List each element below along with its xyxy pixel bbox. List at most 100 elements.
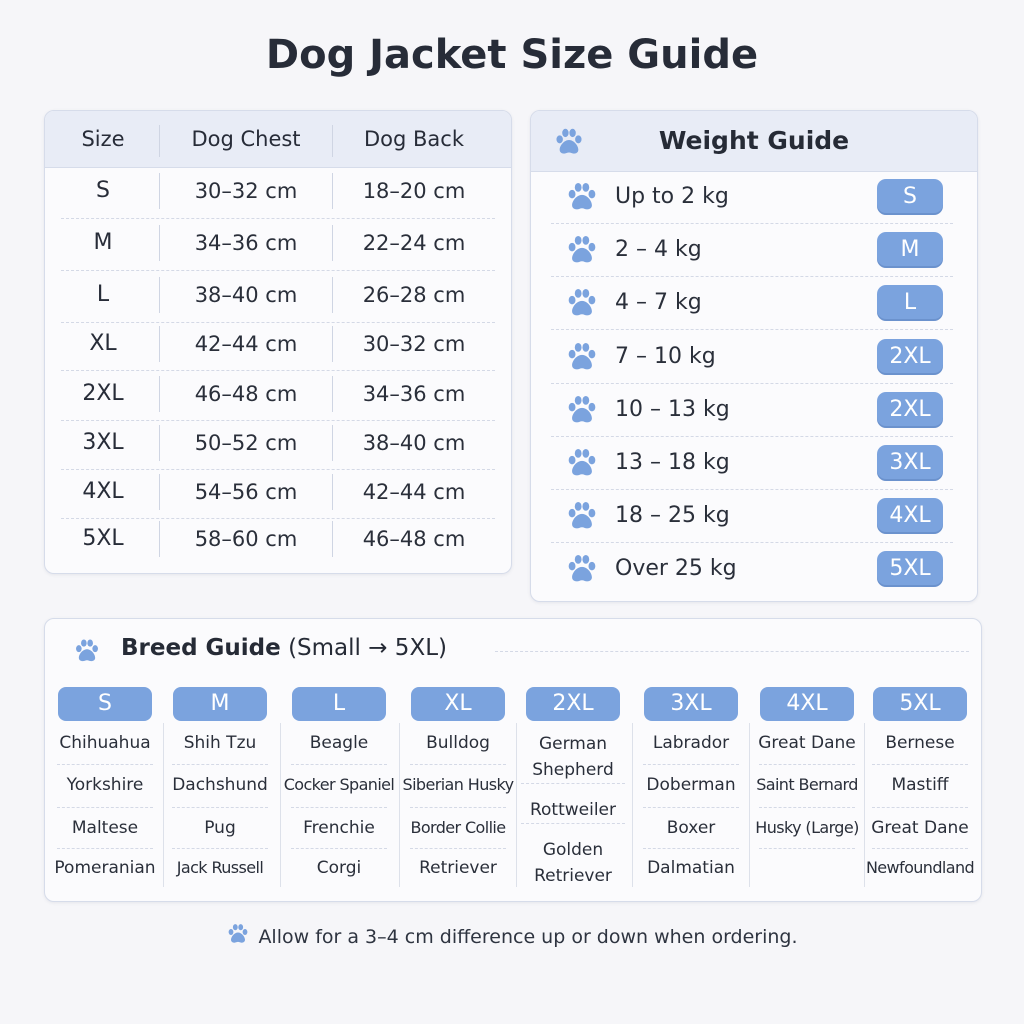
row-divider — [410, 807, 506, 808]
breed-name: Corgi — [316, 858, 362, 878]
size-label: XL — [89, 331, 117, 356]
back-value: 34–36 cm — [362, 382, 466, 406]
row-divider — [551, 383, 953, 384]
breed-guide: Breed Guide (Small → 5XL) S Chihuahua York… — [44, 618, 982, 902]
weight-range: Up to 2 kg — [615, 184, 729, 209]
row-divider — [172, 848, 268, 849]
row-divider — [551, 329, 953, 330]
size-table: Size Dog Chest Dog Back S 30–32 cm 18–20 cm M… — [44, 110, 512, 574]
breed-size-badge: 2XL — [526, 687, 620, 721]
paw-icon — [565, 340, 599, 378]
row-divider — [872, 764, 968, 765]
row-divider — [61, 270, 495, 271]
row-divider — [551, 489, 953, 490]
breed-name: Shih Tzu — [183, 733, 257, 753]
paw-icon — [565, 180, 599, 218]
breed-size-badge: L — [292, 687, 386, 721]
column-divider — [332, 326, 333, 362]
paw-icon — [73, 637, 101, 669]
back-value: 22–24 cm — [362, 231, 466, 255]
breed-guide-title-range: (Small → 5XL) — [288, 635, 447, 661]
column-divider — [159, 173, 160, 209]
weight-range: 7 – 10 kg — [615, 344, 716, 369]
column-divider — [280, 723, 281, 887]
row-divider — [291, 848, 387, 849]
row-divider — [872, 807, 968, 808]
size-badge: 4XL — [877, 498, 943, 534]
weight-range: 18 – 25 kg — [615, 503, 730, 528]
breed-name: Pug — [204, 818, 236, 838]
column-divider — [332, 173, 333, 209]
column-divider — [159, 125, 160, 157]
size-label: 4XL — [82, 479, 124, 504]
breed-name: Boxer — [666, 818, 716, 838]
row-divider — [759, 807, 855, 808]
weight-range: 13 – 18 kg — [615, 450, 730, 475]
breed-size-badge: 4XL — [760, 687, 854, 721]
breed-name: Jack Russell — [176, 858, 264, 877]
breed-name: Chihuahua — [59, 733, 151, 753]
row-divider — [551, 276, 953, 277]
back-value: 18–20 cm — [362, 179, 466, 203]
breed-name: Yorkshire — [66, 775, 144, 795]
row-divider — [61, 420, 495, 421]
paw-icon — [226, 922, 250, 951]
row-divider — [551, 542, 953, 543]
row-divider — [291, 764, 387, 765]
breed-name: Cocker Spaniel — [283, 775, 395, 794]
breed-size-badge: 5XL — [873, 687, 967, 721]
breed-name: Maltese — [71, 818, 139, 838]
back-value: 26–28 cm — [362, 283, 466, 307]
footnote: Allow for a 3–4 cm difference up or down… — [0, 922, 1024, 951]
breed-name: Border Collie — [410, 818, 506, 837]
size-label: S — [96, 178, 110, 203]
breed-name: German Shepherd — [532, 734, 614, 780]
column-divider — [399, 723, 400, 887]
row-divider — [57, 764, 153, 765]
size-badge: M — [877, 232, 943, 268]
breed-guide-title-main: Breed Guide — [121, 635, 281, 661]
row-divider — [172, 807, 268, 808]
breed-name: Beagle — [309, 733, 369, 753]
weight-range: 10 – 13 kg — [615, 397, 730, 422]
size-label: 5XL — [82, 526, 124, 551]
breed-name: Siberian Husky — [402, 775, 515, 794]
row-divider — [61, 322, 495, 323]
row-divider — [61, 518, 495, 519]
breed-name: Great Dane — [758, 733, 856, 753]
breed-name: Husky (Large) — [755, 818, 859, 837]
column-divider — [159, 277, 160, 313]
breed-size-badge: 3XL — [644, 687, 738, 721]
breed-name: Newfoundland — [865, 858, 975, 877]
column-divider — [159, 225, 160, 261]
weight-guide-header: Weight Guide — [531, 111, 977, 172]
chest-value: 30–32 cm — [194, 179, 298, 203]
column-header: Dog Chest — [191, 127, 301, 151]
row-divider — [872, 848, 968, 849]
paw-icon — [553, 126, 585, 162]
weight-guide-title: Weight Guide — [658, 126, 850, 155]
column-divider — [159, 521, 160, 557]
row-divider — [521, 823, 625, 824]
chest-value: 50–52 cm — [194, 431, 298, 455]
size-table-header: Size Dog Chest Dog Back — [45, 111, 511, 168]
size-label: 2XL — [82, 381, 124, 406]
breed-name: Golden Retriever — [534, 840, 612, 886]
row-divider — [57, 807, 153, 808]
column-divider — [632, 723, 633, 887]
column-divider — [163, 723, 164, 887]
breed-guide-divider — [495, 651, 969, 652]
column-divider — [332, 277, 333, 313]
column-divider — [332, 425, 333, 461]
row-divider — [551, 436, 953, 437]
row-divider — [172, 764, 268, 765]
row-divider — [551, 223, 953, 224]
size-badge: 2XL — [877, 339, 943, 375]
paw-icon — [565, 446, 599, 484]
size-label: L — [96, 282, 110, 307]
column-divider — [159, 425, 160, 461]
column-divider — [159, 376, 160, 412]
breed-name: Saint Bernard — [756, 775, 858, 794]
back-value: 42–44 cm — [362, 480, 466, 504]
paw-icon — [565, 552, 599, 590]
